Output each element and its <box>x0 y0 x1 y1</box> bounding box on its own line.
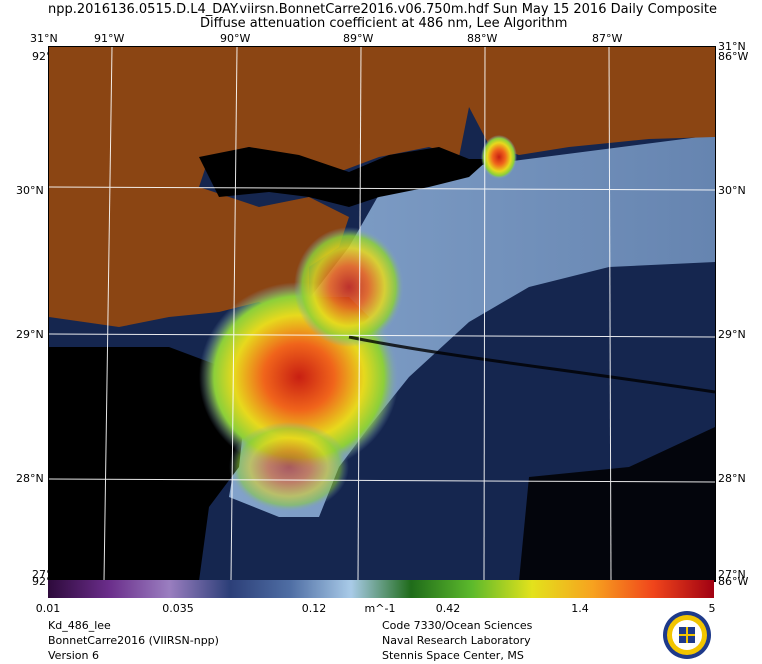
delta-plume <box>294 227 404 347</box>
corner-label-bottom-right-lon: 86°W <box>718 575 749 588</box>
no-data-southeast <box>519 427 715 581</box>
satellite-map[interactable] <box>48 46 716 582</box>
lon-label-top: 88°W <box>467 32 498 45</box>
land <box>49 47 715 337</box>
footer-right: Code 7330/Ocean Sciences Naval Research … <box>382 618 532 663</box>
corner-label-top-left: 31°N <box>30 32 58 45</box>
south-plume <box>229 422 349 512</box>
lon-label-top: 91°W <box>94 32 125 45</box>
lat-label-left: 29°N <box>16 328 44 341</box>
footer-left: Kd_486_lee BonnetCarre2016 (VIIRSN-npp) … <box>48 618 219 663</box>
lat-label-right: 28°N <box>718 472 746 485</box>
org-name: Naval Research Laboratory <box>382 634 531 647</box>
dataset-name: BonnetCarre2016 (VIIRSN-npp) <box>48 634 219 647</box>
lon-label-top: 87°W <box>592 32 623 45</box>
corner-label-top-right: 31°N <box>718 40 746 53</box>
colorbar-tick: 5 <box>708 602 716 615</box>
colorbar-tick: 0.12 <box>301 602 327 615</box>
image-subtitle: Diffuse attenuation coefficient at 486 n… <box>200 16 568 31</box>
corner-label-top-right-lon: 86°W <box>718 50 749 63</box>
image-title: npp.2016136.0515.D.L4_DAY.viirsn.BonnetC… <box>48 2 718 17</box>
colorbar <box>48 580 714 598</box>
org-location: Stennis Space Center, MS <box>382 649 524 662</box>
no-data-west <box>49 347 249 581</box>
lat-label-right: 29°N <box>718 328 746 341</box>
version-label: Version 6 <box>48 649 99 662</box>
product-name: Kd_486_lee <box>48 619 111 632</box>
lat-label-left: 28°N <box>16 472 44 485</box>
lat-label-left: 30°N <box>16 184 44 197</box>
cloud-streak <box>348 335 715 394</box>
map-canvas <box>49 47 715 581</box>
nrl-seal-logo <box>662 610 712 660</box>
colorbar-unit: m^-1 <box>364 602 396 615</box>
colorbar-tick: 1.4 <box>571 602 589 615</box>
lat-label-right: 30°N <box>718 184 746 197</box>
lon-label-top: 90°W <box>220 32 251 45</box>
colorbar-tick: 0.01 <box>35 602 61 615</box>
org-code: Code 7330/Ocean Sciences <box>382 619 533 632</box>
lake-pontchartrain <box>199 147 489 207</box>
mobile-bay-plume <box>481 135 517 179</box>
lon-label-top: 89°W <box>343 32 374 45</box>
colorbar-tick: 0.035 <box>162 602 194 615</box>
graticule <box>49 47 715 581</box>
colorbar-tick: 0.42 <box>435 602 461 615</box>
corner-label-bottom-right: 27°N <box>718 568 746 581</box>
